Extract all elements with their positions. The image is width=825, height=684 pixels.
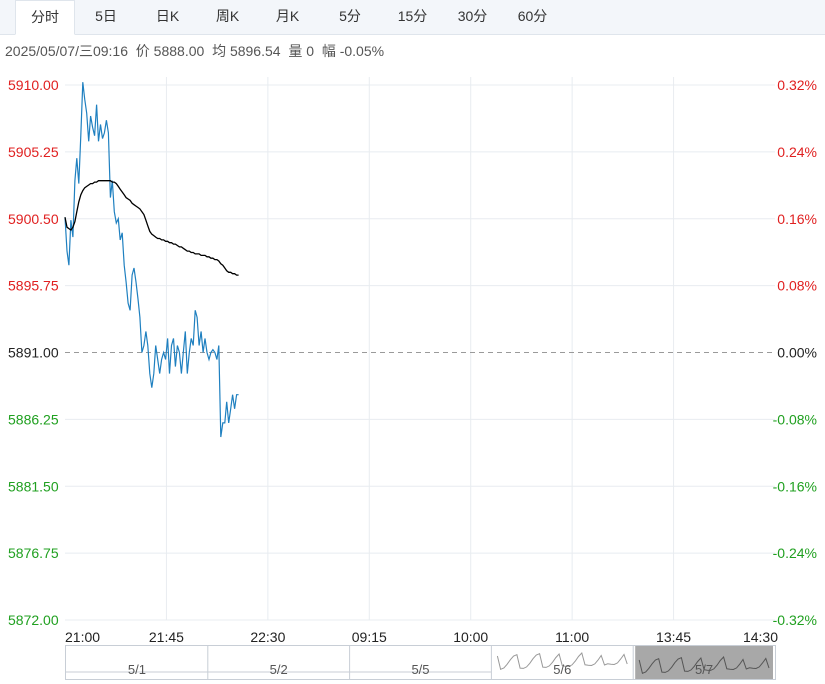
x-tick-label: 21:00 (65, 629, 100, 645)
price-line (64, 82, 239, 438)
tab-7[interactable]: 15分 (397, 8, 428, 24)
y-tick-label: 5881.50 (8, 478, 59, 494)
navigator-selection[interactable] (635, 646, 773, 679)
pct-tick-label: -0.24% (773, 545, 817, 561)
navigator-sparkline (638, 656, 770, 674)
y-tick-label: 5886.25 (8, 411, 59, 427)
navigator-sparkline (496, 652, 628, 670)
tab-3[interactable]: 日K (155, 8, 180, 24)
navigator-label: 5/6 (553, 662, 571, 677)
pct-tick-label: -0.08% (773, 411, 817, 427)
x-tick-label: 09:15 (352, 629, 387, 645)
y-tick-label: 5900.50 (8, 211, 59, 227)
navigator-label: 5/1 (128, 662, 146, 677)
pct-tick-label: -0.32% (773, 612, 817, 628)
pct-tick-label: 0.32% (777, 77, 817, 93)
avg-value: 5896.54 (229, 43, 281, 59)
tab-5[interactable]: 月K (275, 8, 300, 24)
pct-tick-label: 0.08% (777, 278, 817, 294)
tab-6[interactable]: 5分 (339, 8, 361, 24)
period-tabs: 分时 5日 日K 周K 月K 5分 15分 30分 60分 (0, 0, 825, 35)
time-navigator[interactable]: 5/1 5/2 5/5 5/6 5/7 (65, 645, 776, 680)
navigator-label: 5/2 (270, 662, 288, 677)
volume-label: 量 (288, 43, 303, 59)
x-tick-label: 10:00 (453, 629, 488, 645)
average-line (64, 180, 239, 276)
navigator-label: 5/7 (695, 662, 713, 677)
change-label: 幅 (321, 43, 336, 59)
intraday-chart[interactable]: 5910.00 0.32% 5905.25 0.24% 5900.50 0.16% 5895… (0, 70, 825, 645)
x-tick-label: 14:30 (743, 629, 778, 645)
tab-9[interactable]: 60分 (517, 8, 548, 24)
change-value: -0.05% (339, 43, 385, 59)
x-tick-label: 22:30 (250, 629, 285, 645)
pct-tick-label: -0.16% (773, 478, 817, 494)
y-tick-label: 5895.75 (8, 278, 59, 294)
x-tick-label: 21:45 (149, 629, 184, 645)
y-tick-label: 5872.00 (8, 612, 59, 628)
price-label: 价 (135, 43, 150, 59)
y-tick-label: 5910.00 (8, 77, 59, 93)
pct-tick-label: 0.16% (777, 211, 817, 227)
navigator-label: 5/5 (411, 662, 429, 677)
price-value: 5888.00 (153, 43, 205, 59)
quote-datetime: 2025/05/07/三09:16 (5, 43, 128, 59)
tab-8[interactable]: 30分 (457, 8, 488, 24)
pct-tick-label: 0.00% (777, 345, 817, 361)
pct-tick-label: 0.24% (777, 144, 817, 160)
navigator-canvas: 5/1 5/2 5/5 5/6 5/7 (66, 646, 773, 679)
volume-value: 0 (306, 43, 315, 59)
x-tick-label: 11:00 (555, 629, 589, 645)
y-tick-label: 5891.00 (8, 345, 59, 361)
tab-2[interactable]: 5日 (95, 8, 117, 24)
y-tick-label: 5876.75 (8, 545, 59, 561)
avg-label: 均 (212, 43, 227, 59)
y-tick-label: 5905.25 (8, 144, 59, 160)
quote-info-bar: 2025/05/07/三09:16 价 5888.00 均 5896.54 量 … (5, 41, 384, 61)
tab-4[interactable]: 周K (215, 8, 240, 24)
tab-1[interactable]: 分时 (15, 0, 75, 35)
x-tick-label: 13:45 (656, 629, 691, 645)
